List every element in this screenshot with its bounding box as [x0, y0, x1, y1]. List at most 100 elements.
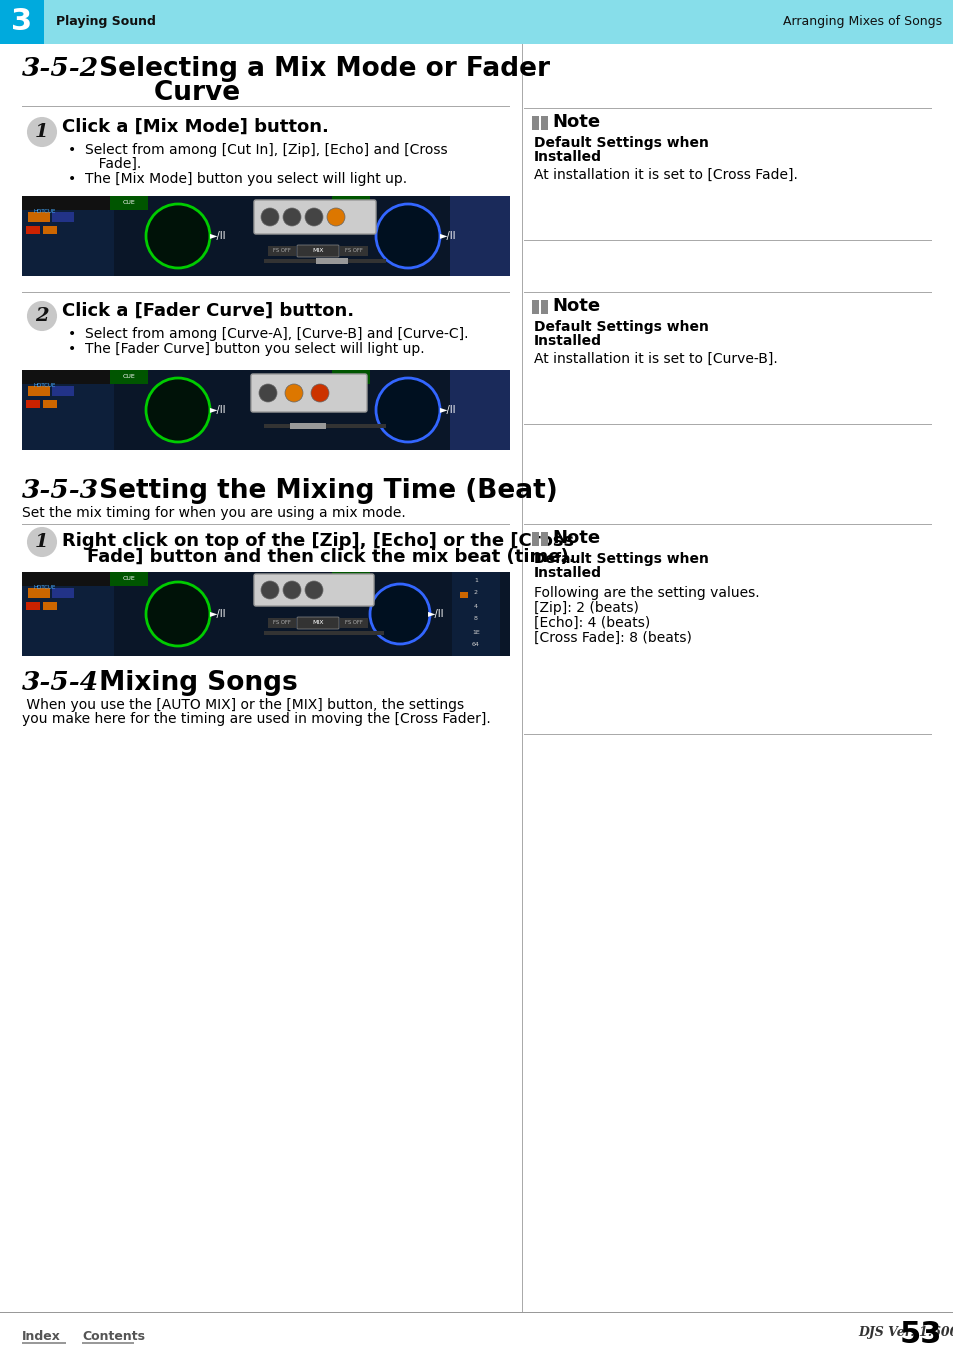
Text: FS OFF: FS OFF	[345, 249, 362, 254]
Text: Set the mix timing for when you are using a mix mode.: Set the mix timing for when you are usin…	[22, 506, 405, 521]
Circle shape	[327, 208, 345, 226]
Bar	[22, 370, 113, 450]
Text: 53: 53	[899, 1320, 941, 1349]
Bar	[268, 618, 295, 627]
Circle shape	[305, 208, 323, 226]
Bar	[532, 531, 538, 546]
Text: 1: 1	[35, 533, 49, 552]
Text: [Cross Fade]: 8 (beats): [Cross Fade]: 8 (beats)	[534, 631, 691, 645]
Text: FS OFF: FS OFF	[273, 249, 291, 254]
Text: Fade] button and then click the mix beat (time).: Fade] button and then click the mix beat…	[62, 548, 575, 566]
Circle shape	[258, 384, 276, 402]
Circle shape	[261, 208, 278, 226]
Text: DJS Ver. 1.600: DJS Ver. 1.600	[857, 1326, 953, 1338]
Bar	[28, 212, 50, 222]
Bar	[22, 572, 113, 656]
Text: Playing Sound: Playing Sound	[56, 15, 155, 28]
Text: ►/II: ►/II	[210, 608, 226, 619]
Text: ►/II: ►/II	[439, 231, 456, 241]
Text: HOTCUE: HOTCUE	[34, 585, 56, 589]
Text: Note: Note	[552, 297, 599, 315]
Circle shape	[28, 118, 56, 146]
Bar	[22, 572, 510, 656]
Text: Mixing Songs: Mixing Songs	[90, 671, 297, 696]
Text: Contents: Contents	[82, 1330, 145, 1343]
Text: FS OFF: FS OFF	[273, 621, 291, 626]
Bar	[459, 592, 468, 598]
Text: 64: 64	[472, 642, 479, 648]
Text: 1: 1	[35, 123, 49, 141]
Text: CUE: CUE	[344, 200, 357, 206]
Text: ►/II: ►/II	[439, 406, 456, 415]
Circle shape	[311, 384, 329, 402]
Text: CUE: CUE	[123, 200, 135, 206]
Bar	[532, 116, 538, 130]
Bar	[28, 387, 50, 396]
Text: ►/II: ►/II	[210, 231, 226, 241]
Circle shape	[285, 384, 303, 402]
Bar	[26, 602, 40, 610]
FancyBboxPatch shape	[296, 245, 338, 257]
Text: Right click on top of the [Zip], [Echo] or the [Cross: Right click on top of the [Zip], [Echo] …	[62, 531, 574, 550]
Text: Note: Note	[552, 529, 599, 548]
Text: Default Settings when: Default Settings when	[534, 137, 708, 150]
Bar	[339, 618, 368, 627]
Text: 8: 8	[474, 617, 477, 622]
Bar	[110, 572, 148, 585]
FancyBboxPatch shape	[253, 200, 375, 234]
Bar	[22, 196, 510, 276]
Bar	[264, 425, 386, 429]
Text: Installed: Installed	[534, 334, 601, 347]
Text: Following are the setting values.: Following are the setting values.	[534, 585, 759, 600]
Bar	[110, 370, 148, 384]
Bar	[52, 387, 74, 396]
Bar	[110, 196, 148, 210]
Text: [Echo]: 4 (beats): [Echo]: 4 (beats)	[534, 617, 650, 630]
Text: 1: 1	[474, 577, 477, 583]
Bar	[22, 370, 113, 384]
Text: 4: 4	[474, 603, 477, 608]
Bar	[0, 0, 953, 45]
Bar	[26, 400, 40, 408]
Text: CUE: CUE	[123, 375, 135, 380]
Text: CUE: CUE	[344, 576, 357, 581]
Text: •  Select from among [Curve-A], [Curve-B] and [Curve-C].: • Select from among [Curve-A], [Curve-B]…	[68, 327, 468, 341]
Text: 2: 2	[474, 591, 477, 595]
Bar	[332, 370, 370, 384]
Text: •  The [Fader Curve] button you select will light up.: • The [Fader Curve] button you select wi…	[68, 342, 424, 356]
Text: CUE: CUE	[123, 576, 135, 581]
Text: Arranging Mixes of Songs: Arranging Mixes of Songs	[782, 15, 941, 28]
Text: At installation it is set to [Curve-B].: At installation it is set to [Curve-B].	[534, 352, 777, 366]
Circle shape	[146, 581, 210, 646]
Text: 3-5-3: 3-5-3	[22, 479, 99, 503]
FancyBboxPatch shape	[251, 375, 367, 412]
Text: CUE: CUE	[344, 375, 357, 380]
Circle shape	[283, 581, 301, 599]
Text: At installation it is set to [Cross Fade].: At installation it is set to [Cross Fade…	[534, 168, 797, 183]
Bar	[52, 588, 74, 598]
Circle shape	[146, 204, 210, 268]
Bar	[52, 212, 74, 222]
Bar	[264, 631, 384, 635]
Text: ►/II: ►/II	[427, 608, 444, 619]
Bar	[540, 531, 547, 546]
Text: Installed: Installed	[534, 150, 601, 164]
Bar	[22, 196, 113, 210]
Text: Click a [Fader Curve] button.: Click a [Fader Curve] button.	[62, 301, 354, 320]
Text: 1E: 1E	[472, 630, 479, 634]
Bar	[43, 400, 57, 408]
Text: •  The [Mix Mode] button you select will light up.: • The [Mix Mode] button you select will …	[68, 172, 407, 187]
Bar	[43, 226, 57, 234]
Bar	[290, 423, 326, 429]
Bar	[43, 602, 57, 610]
Bar	[532, 300, 538, 314]
Text: Curve: Curve	[90, 80, 240, 105]
Text: Installed: Installed	[534, 566, 601, 580]
Bar	[264, 260, 386, 264]
Bar	[22, 572, 113, 585]
Bar	[450, 196, 510, 276]
Text: HOTCUE: HOTCUE	[34, 210, 56, 214]
Text: When you use the [AUTO MIX] or the [MIX] button, the settings: When you use the [AUTO MIX] or the [MIX]…	[22, 698, 464, 713]
Bar	[315, 258, 348, 264]
Bar	[22, 370, 510, 450]
